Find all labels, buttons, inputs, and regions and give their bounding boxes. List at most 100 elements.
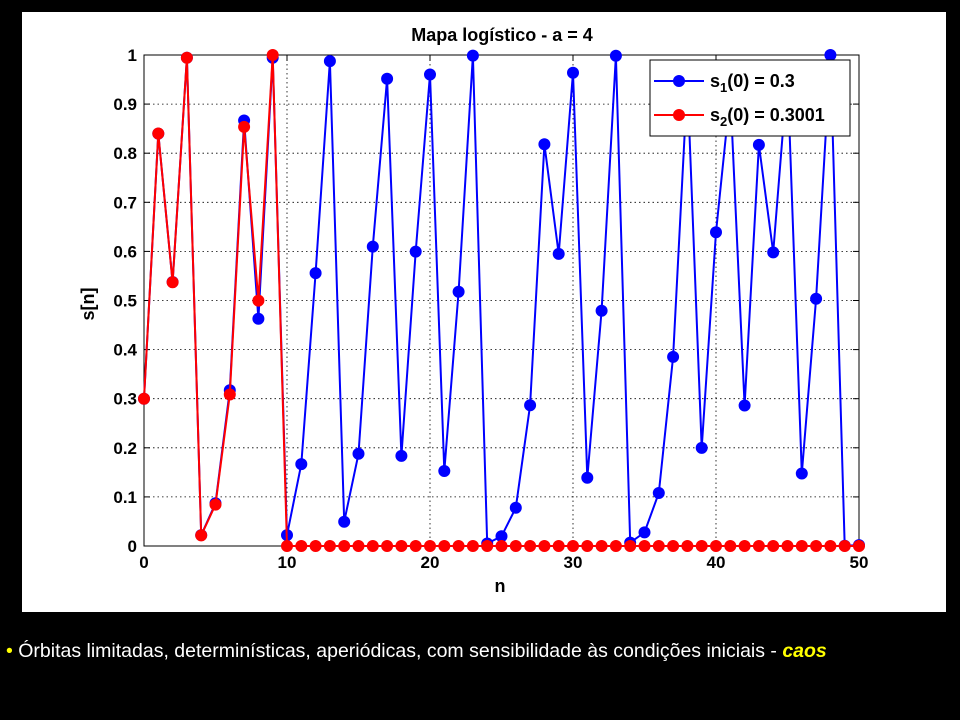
data-point-s2 [452, 540, 465, 552]
data-point-s2 [395, 540, 408, 552]
data-point-s2 [824, 540, 837, 552]
data-point-s2 [595, 540, 608, 552]
data-point-s2 [810, 540, 823, 552]
bullet-text: • Órbitas limitadas, determinísticas, ap… [6, 638, 950, 665]
bullet-marker: • [6, 640, 13, 662]
data-point-s1 [295, 458, 308, 471]
data-point-s2 [438, 540, 451, 552]
data-point-s2 [223, 388, 236, 401]
data-point-s1 [395, 449, 408, 462]
y-tick-label: 0.8 [113, 144, 137, 163]
y-tick-label: 1 [128, 46, 137, 65]
data-point-s1 [424, 68, 436, 81]
data-point-s1 [538, 138, 551, 151]
data-point-s1 [595, 304, 608, 317]
data-point-s1 [738, 399, 751, 412]
data-point-s1 [767, 246, 780, 259]
data-point-s2 [481, 540, 494, 552]
data-point-s2 [281, 540, 293, 552]
data-point-s1 [638, 526, 651, 539]
data-point-s2 [724, 540, 737, 552]
data-point-s1 [366, 240, 379, 253]
legend-box [649, 59, 851, 137]
data-point-s2 [767, 540, 780, 552]
y-axis-label: s[n] [78, 288, 98, 321]
legend-label-s1-sub: 1 [720, 80, 727, 95]
data-point-s1 [695, 441, 708, 454]
data-point-s2 [738, 540, 751, 552]
data-point-s2 [266, 49, 279, 61]
data-point-s2 [366, 540, 379, 552]
data-point-s2 [152, 127, 165, 140]
bullet-emphasis: caos [782, 640, 827, 662]
data-point-s2 [195, 529, 208, 542]
data-point-s1 [252, 312, 265, 325]
data-point-s2 [781, 540, 794, 552]
grid-lines [144, 55, 859, 546]
data-point-s2 [695, 540, 708, 552]
x-tick-label: 0 [139, 553, 148, 572]
data-point-s2 [180, 51, 193, 64]
data-point-s1 [810, 292, 823, 305]
data-point-s2 [624, 540, 637, 552]
legend-label-s2-sub: 2 [720, 114, 727, 129]
data-point-s1 [652, 487, 665, 499]
data-point-s1 [381, 72, 394, 85]
data-point-s2 [652, 540, 665, 552]
data-point-s1 [752, 138, 765, 151]
data-point-s1 [352, 447, 365, 460]
x-axis-label: n [495, 576, 506, 596]
y-tick-label: 0.2 [113, 439, 137, 458]
bullet-body: Órbitas limitadas, determinísticas, aper… [12, 640, 783, 662]
data-point-s2 [552, 540, 565, 552]
data-point-s1 [509, 501, 522, 514]
data-point-s1 [609, 49, 622, 62]
data-point-s2 [681, 540, 694, 552]
data-point-s2 [166, 276, 179, 289]
data-point-s2 [567, 540, 579, 552]
legend-label-s1-rest: (0) = 0.3 [727, 71, 795, 91]
data-point-s2 [509, 540, 522, 552]
data-point-s2 [238, 120, 251, 133]
data-point-s2 [609, 540, 622, 552]
y-tick-label: 0.3 [113, 390, 137, 409]
data-point-s1 [409, 245, 422, 258]
data-point-s1 [795, 467, 808, 480]
data-point-s2 [381, 540, 394, 552]
data-point-s2 [495, 540, 508, 552]
x-tick-label: 50 [850, 553, 869, 572]
y-tick-label: 0.6 [113, 242, 137, 261]
data-point-s2 [524, 540, 537, 552]
y-tick-label: 0 [128, 537, 137, 556]
data-point-s2 [667, 540, 680, 552]
data-point-s2 [409, 540, 422, 552]
data-point-s2 [838, 540, 851, 552]
data-point-s1 [710, 226, 722, 239]
data-point-s1 [552, 247, 565, 260]
legend-label-s2: s2(0) = 0.3001 [710, 105, 825, 129]
data-point-s2 [252, 294, 265, 307]
x-tick-label: 20 [421, 553, 440, 572]
chart-title: Mapa logístico - a = 4 [411, 25, 593, 45]
data-point-s1 [824, 49, 837, 61]
x-tick-label: 40 [707, 553, 726, 572]
series-s2 [138, 49, 865, 552]
data-point-s2 [209, 498, 222, 511]
y-tick-label: 0.7 [113, 193, 137, 212]
data-point-s2 [466, 540, 479, 552]
chart-svg: Mapa logístico - a = 4 0 10 20 30 40 50 0 0.1 0.… [78, 25, 869, 596]
legend-label-s1-main: s [710, 71, 720, 91]
data-point-s2 [338, 540, 351, 552]
data-point-s1 [452, 285, 465, 298]
legend: s1(0) = 0.3 s2(0) = 0.3001 [649, 59, 851, 137]
legend-marker-s2 [673, 109, 685, 121]
figure-panel: Mapa logístico - a = 4 0 10 20 30 40 50 0 0.1 0.… [22, 12, 946, 612]
legend-label-s1: s1(0) = 0.3 [710, 71, 795, 95]
data-point-s1 [309, 267, 322, 280]
data-point-s2 [323, 540, 336, 552]
data-point-s2 [638, 540, 651, 552]
data-point-s2 [424, 540, 436, 552]
data-point-s1 [524, 399, 537, 412]
data-point-s2 [352, 540, 365, 552]
y-tick-label: 0.1 [113, 488, 137, 507]
